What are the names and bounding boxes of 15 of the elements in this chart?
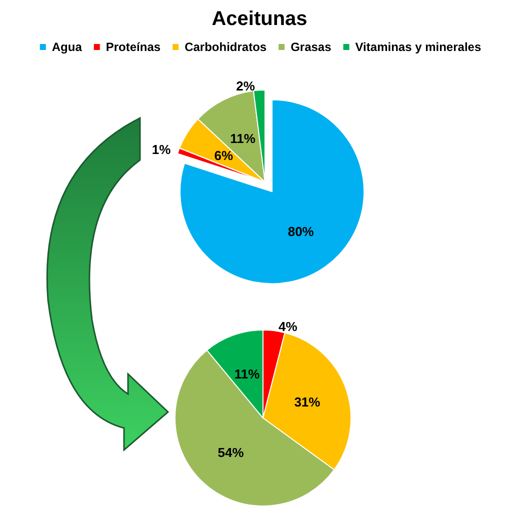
- legend-label: Vitaminas y minerales: [355, 40, 482, 54]
- data-label: 11%: [234, 366, 260, 382]
- legend-label: Grasas: [290, 40, 332, 54]
- data-label: 1%: [152, 142, 172, 157]
- data-label: 2%: [236, 78, 256, 94]
- data-label: 80%: [288, 224, 314, 239]
- data-label: 11%: [230, 130, 256, 146]
- legend-label: Agua: [52, 40, 82, 54]
- legend-label: Carbohidratos: [184, 40, 267, 54]
- legend-label: Proteínas: [106, 40, 161, 54]
- data-label: 4%: [278, 319, 298, 334]
- chart-title: Aceitunas: [212, 8, 308, 30]
- data-label: 6%: [214, 148, 234, 164]
- data-label: 31%: [294, 394, 321, 410]
- data-label: 54%: [218, 444, 244, 460]
